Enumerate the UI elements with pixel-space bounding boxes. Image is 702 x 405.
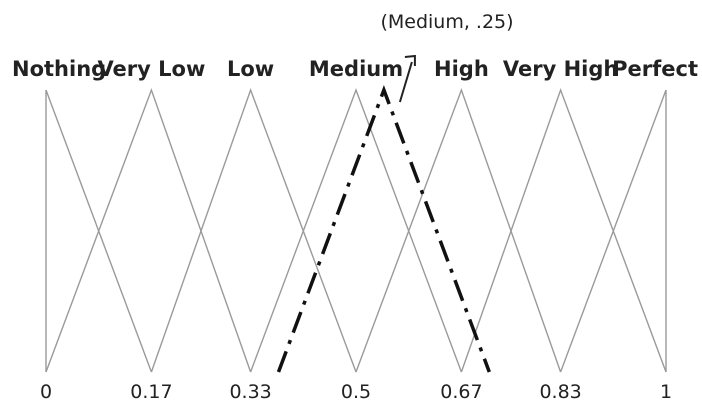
tick-label-0-67: 0.67: [440, 381, 482, 403]
mf-very-low: [45, 87, 252, 373]
axis-tick-labels: 0 0.17 0.33 0.5 0.67 0.83 1: [40, 381, 672, 403]
tick-label-0: 0: [40, 381, 52, 403]
highlighted-membership-function: [276, 85, 491, 373]
tick-label-0-17: 0.17: [130, 381, 172, 403]
tick-label-0-33: 0.33: [229, 381, 271, 403]
annotation-label: (Medium, .25): [380, 11, 513, 33]
term-label-medium: Medium: [309, 57, 403, 81]
term-label-low: Low: [227, 57, 274, 81]
mf-medium: [249, 88, 463, 373]
annotation-arrow: [398, 54, 416, 103]
mf-high: [355, 87, 562, 373]
mf-very-high: [460, 87, 667, 373]
term-label-very-low: Very Low: [97, 57, 205, 81]
tick-label-0-5: 0.5: [341, 381, 371, 403]
term-label-very-high: Very High: [503, 57, 618, 81]
term-label-perfect: Perfect: [612, 57, 698, 81]
tick-label-0-83: 0.83: [539, 381, 581, 403]
mf-perfect: [559, 89, 667, 373]
tick-label-1: 1: [660, 381, 672, 403]
term-label-nothing: Nothing: [12, 57, 106, 81]
term-label-high: High: [434, 57, 489, 81]
mf-low: [150, 87, 357, 373]
membership-functions: [45, 87, 667, 373]
